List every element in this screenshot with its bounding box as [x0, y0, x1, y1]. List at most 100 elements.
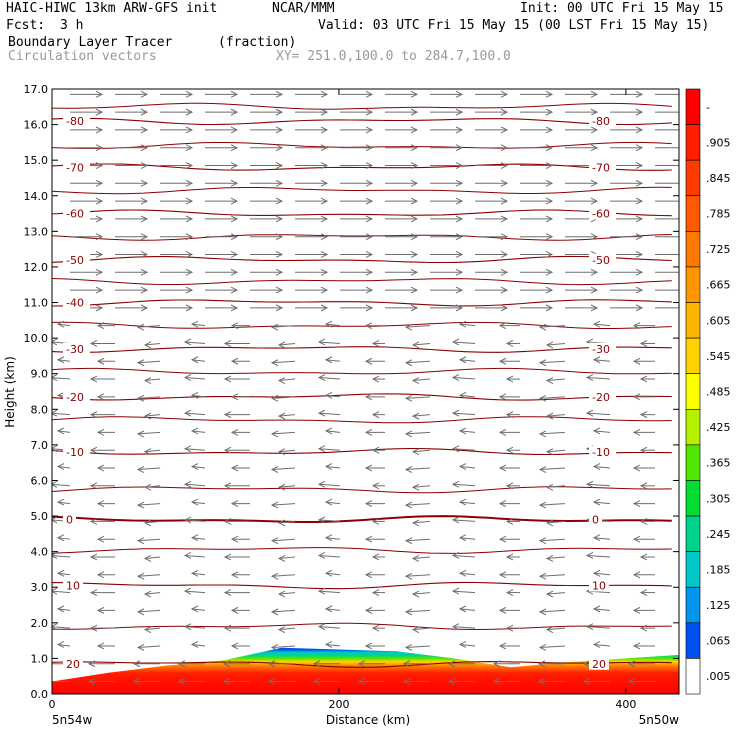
wind-vector-head [410, 215, 419, 223]
wind-vector-shaft [278, 627, 296, 631]
wind-vector [592, 534, 611, 542]
wind-vector [56, 641, 71, 648]
wind-vector-head [635, 179, 644, 187]
wind-vector-head [627, 678, 636, 685]
wind-vector [430, 251, 464, 258]
wind-vector-head [277, 377, 286, 384]
wind-vector-head [324, 320, 333, 328]
plot-frame [51, 88, 680, 695]
wind-vector-shaft [405, 467, 431, 471]
y-tick-label: 5.0 [31, 510, 49, 523]
wind-vector [295, 268, 329, 276]
wind-vector [404, 644, 431, 651]
wind-vector-shaft [593, 501, 611, 505]
wind-vector [52, 409, 71, 417]
wind-vector-head [545, 519, 554, 527]
wind-vector [447, 660, 475, 668]
wind-vector-head [95, 268, 104, 276]
wind-vector-head [411, 377, 420, 384]
x-axis-label: Distance (km) [326, 713, 410, 727]
y-tick-label: 9.0 [31, 368, 49, 381]
wind-vector [520, 251, 554, 258]
wind-vector [52, 681, 70, 683]
wind-vector-head [185, 126, 194, 134]
wind-vector [160, 215, 194, 223]
wind-vector-head [136, 537, 145, 545]
wind-vector [411, 341, 431, 349]
wind-vector-shaft [144, 414, 161, 417]
wind-vector [132, 678, 160, 685]
contour-label: -30 [592, 343, 610, 356]
wind-vector [475, 197, 509, 205]
wind-vector [411, 448, 431, 456]
wind-vector-head [635, 162, 644, 169]
wind-vector-head [545, 304, 554, 312]
wind-vector-head [185, 286, 194, 294]
wind-vector [655, 129, 679, 131]
wind-vector-head [538, 537, 547, 545]
wind-vector-head [404, 323, 413, 331]
wind-vector-head [140, 197, 149, 205]
contour-label-bg [589, 657, 609, 670]
wind-vector-head [143, 555, 152, 562]
wind-vector-head [52, 587, 58, 595]
wind-vector-head [185, 215, 194, 223]
x-start-location: 5n54w [52, 713, 93, 727]
wind-vector [115, 90, 149, 98]
wind-vector-head [455, 90, 464, 98]
wind-vector [250, 162, 284, 169]
wind-vector [115, 233, 149, 241]
wind-vector-shaft [593, 430, 611, 433]
wind-vector [371, 624, 385, 632]
wind-vector-shaft [191, 394, 206, 398]
wind-vector [411, 412, 431, 420]
wind-vector [655, 271, 679, 273]
wind-vector [451, 623, 476, 631]
wind-vector-head [275, 233, 284, 241]
wind-vector-head [639, 340, 648, 347]
wind-vector [385, 304, 419, 312]
contour-label-bg [589, 207, 616, 220]
wind-vector-head [320, 108, 329, 116]
vectors-label: Circulation vectors [8, 49, 157, 64]
wind-vector [324, 320, 341, 328]
wind-vector-head [592, 534, 601, 542]
wind-vector-head [277, 448, 286, 456]
y-tick-label: 4.0 [31, 546, 49, 559]
wind-vector-head [324, 391, 333, 399]
wind-vector-head [267, 678, 276, 685]
tracer-field [52, 647, 679, 694]
wind-vector-shaft [452, 377, 476, 380]
wind-vector-head [365, 126, 374, 134]
wind-vector-head [230, 286, 239, 294]
wind-vector-head [185, 304, 194, 312]
wind-vector [160, 304, 194, 312]
wind-vector [183, 516, 206, 524]
wind-vector-head [635, 126, 644, 134]
wind-vector [317, 480, 341, 488]
wind-vector-head [635, 90, 644, 98]
wind-vector [565, 108, 599, 116]
contour-label-bg [589, 161, 616, 174]
temperature-contour [52, 447, 672, 456]
wind-vector-head [230, 215, 239, 223]
wind-vector-shaft [57, 323, 71, 327]
wind-vector-head [371, 517, 380, 525]
wind-vector [143, 412, 161, 420]
wind-vector [537, 660, 565, 668]
wind-vector [498, 571, 520, 579]
y-tick-label: 6.0 [31, 474, 49, 487]
wind-vector [277, 377, 296, 384]
wind-vector [223, 340, 250, 347]
wind-vector [136, 572, 161, 580]
wind-vector [610, 197, 644, 205]
wind-vector-shaft [144, 378, 161, 382]
wind-vector [56, 498, 71, 506]
wind-vector-head [458, 391, 467, 399]
wind-vector-head [95, 304, 104, 312]
wind-vector-shaft [278, 520, 296, 524]
contour-label: 0 [592, 514, 599, 527]
wind-vector-shaft [412, 520, 431, 524]
wind-vector-head [52, 374, 58, 381]
wind-vector [451, 374, 476, 381]
